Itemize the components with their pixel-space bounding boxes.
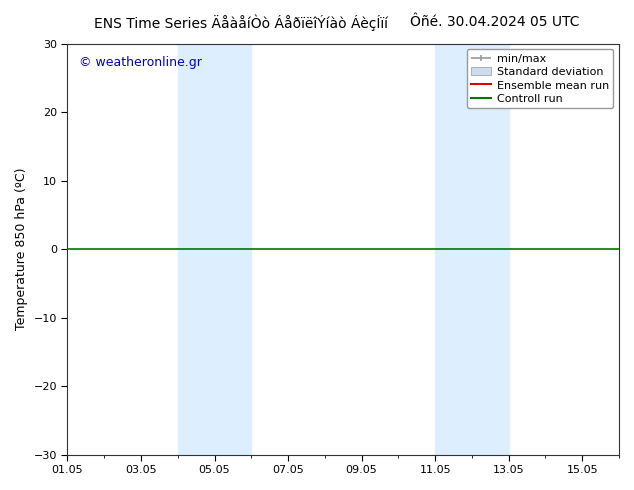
Text: ENS Time Series ÄåàåíÒò ÁåðïëîÝíàò ÁèçÍïí: ENS Time Series ÄåàåíÒò ÁåðïëîÝíàò ÁèçÍï… <box>94 15 388 31</box>
Legend: min/max, Standard deviation, Ensemble mean run, Controll run: min/max, Standard deviation, Ensemble me… <box>467 49 614 108</box>
Bar <box>435 44 508 455</box>
Bar <box>178 44 251 455</box>
Text: Ôñé. 30.04.2024 05 UTC: Ôñé. 30.04.2024 05 UTC <box>410 15 579 29</box>
Text: © weatheronline.gr: © weatheronline.gr <box>79 56 202 69</box>
Y-axis label: Temperature 850 hPa (ºC): Temperature 850 hPa (ºC) <box>15 168 28 330</box>
